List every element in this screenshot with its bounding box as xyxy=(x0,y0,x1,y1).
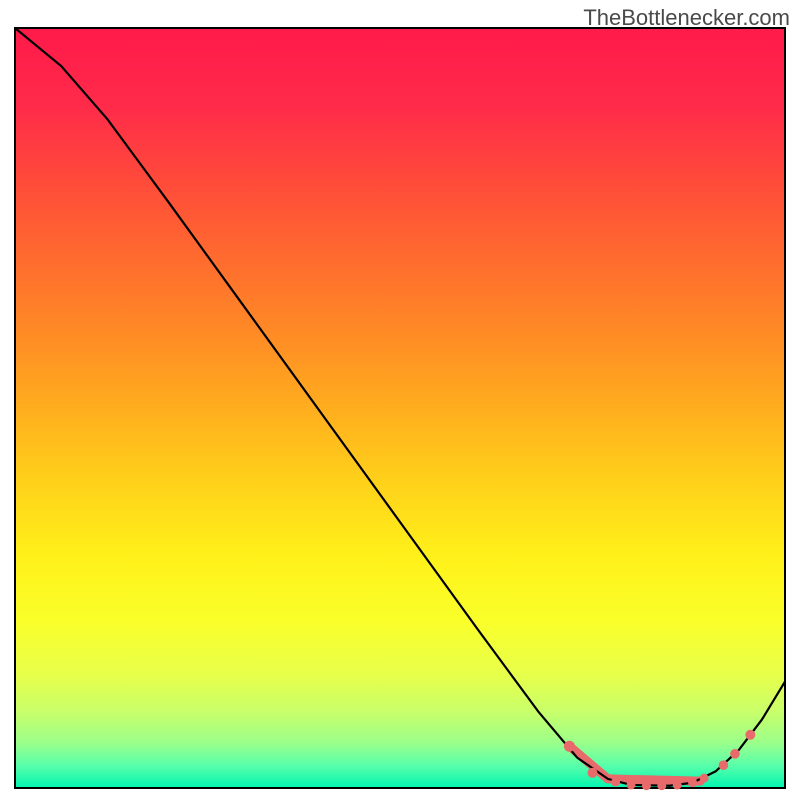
chart-container: TheBottlenecker.com xyxy=(0,0,800,800)
data-marker xyxy=(700,774,709,783)
data-marker xyxy=(719,760,729,770)
data-marker xyxy=(673,780,682,789)
data-marker xyxy=(564,741,575,752)
data-marker xyxy=(588,768,598,778)
data-marker xyxy=(642,781,651,790)
plot-background xyxy=(15,28,785,788)
data-marker xyxy=(730,749,740,759)
highlight-band xyxy=(608,779,700,781)
data-marker xyxy=(627,780,636,789)
data-marker xyxy=(745,730,755,740)
data-marker xyxy=(657,781,666,790)
data-marker xyxy=(688,778,697,787)
data-marker xyxy=(611,777,620,786)
chart-svg xyxy=(0,0,800,800)
